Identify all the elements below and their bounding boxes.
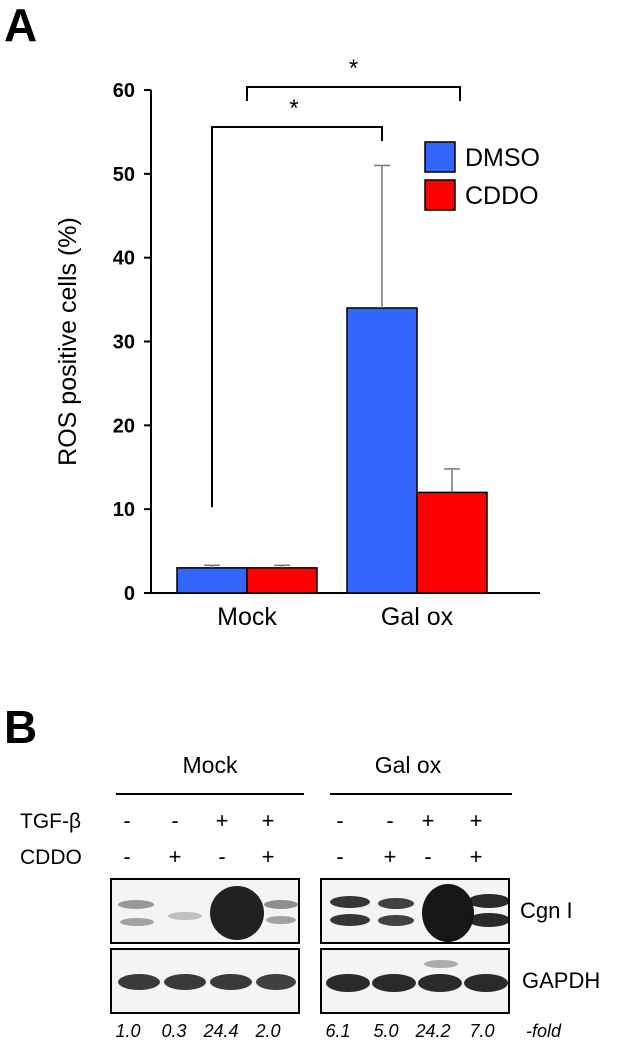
sign-tgfb-lane-4: + — [261, 808, 275, 833]
sign-cddo-lane-6: + — [383, 844, 397, 869]
significance-star-1: * — [289, 95, 298, 122]
bar-dmso-1 — [346, 307, 418, 594]
sign-cddo-lane-3: - — [218, 844, 226, 869]
sign-tgfb-lane-3: + — [215, 808, 229, 833]
bar-cddo-0 — [246, 567, 318, 594]
fold-value-lane-6: 5.0 — [373, 1021, 399, 1041]
y-tick-label: 0 — [124, 583, 135, 605]
fold-value-lane-1: 1.0 — [115, 1021, 141, 1041]
sign-cddo-lane-2: + — [168, 844, 182, 869]
x-tick-label: Gal ox — [381, 603, 454, 631]
sign-tgfb-lane-5: - — [336, 808, 344, 833]
fold-suffix: -fold — [526, 1021, 562, 1041]
y-tick-label: 50 — [113, 164, 135, 186]
sign-cddo-lane-8: + — [469, 844, 483, 869]
panel-label-a: A — [4, 0, 38, 51]
legend-label-dmso: DMSO — [465, 144, 540, 172]
y-tick-label: 10 — [113, 499, 135, 521]
y-tick-label: 30 — [113, 332, 135, 354]
sign-tgfb-lane-1: - — [123, 808, 131, 833]
sign-tgfb-lane-7: + — [421, 808, 435, 833]
significance-bracket-2 — [246, 86, 461, 101]
bar-dmso-0 — [176, 567, 248, 594]
fold-value-lane-5: 6.1 — [325, 1021, 351, 1041]
panel-label-b: B — [4, 701, 38, 753]
sign-tgfb-lane-2: - — [171, 808, 179, 833]
y-axis-label: ROS positive cells (%) — [54, 217, 82, 466]
sign-cddo-lane-7: - — [424, 844, 432, 869]
x-tick-label: Mock — [217, 603, 277, 631]
blot-group-mock: Mock — [182, 752, 238, 778]
sign-tgfb-lane-6: - — [386, 808, 394, 833]
y-tick-label: 60 — [113, 80, 135, 102]
fold-value-lane-7: 24.2 — [415, 1021, 451, 1041]
legend-swatch-dmso — [424, 141, 456, 173]
fold-value-lane-3: 24.4 — [203, 1021, 239, 1041]
legend-swatch-cddo — [424, 179, 456, 211]
bar-cddo-1 — [416, 491, 488, 594]
gapdh-blot-mock — [110, 948, 300, 1014]
cgn-blot-mock — [110, 878, 300, 944]
bar-chart: 0 10 20 30 40 50 60 ROS positive cells (%) Mock G… — [54, 55, 540, 631]
sign-cddo-lane-5: - — [336, 844, 344, 869]
cgn-blot-galox — [320, 878, 510, 944]
significance-bracket-1 — [211, 126, 383, 508]
sign-cddo-lane-1: - — [123, 844, 131, 869]
significance-star-2: * — [349, 55, 358, 82]
group-underline-galox — [330, 793, 512, 795]
sign-cddo-lane-4: + — [261, 844, 275, 869]
row-label-tgfb: TGF-β — [20, 810, 82, 833]
sign-tgfb-lane-8: + — [469, 808, 483, 833]
legend-label-cddo: CDDO — [465, 182, 539, 210]
row-label-cddo: CDDO — [20, 846, 82, 869]
blot-group-galox: Gal ox — [374, 752, 442, 778]
fold-value-lane-8: 7.0 — [469, 1021, 495, 1041]
fold-value-lane-2: 0.3 — [161, 1021, 187, 1041]
y-tick-label: 40 — [113, 248, 135, 270]
band-label-gapdh: GAPDH — [522, 968, 601, 993]
y-tick-label: 20 — [113, 415, 135, 437]
group-underline-mock — [116, 793, 304, 795]
gapdh-blot-galox — [320, 948, 510, 1014]
fold-value-lane-4: 2.0 — [255, 1021, 281, 1041]
band-label-cgn: Cgn I — [520, 898, 573, 923]
